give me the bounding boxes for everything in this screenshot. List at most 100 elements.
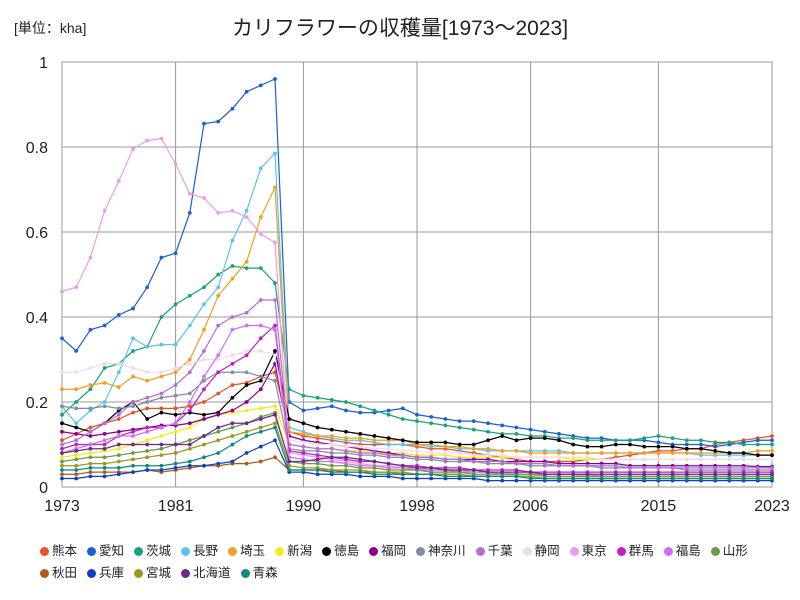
data-point xyxy=(500,448,505,453)
data-point xyxy=(216,451,221,455)
data-point xyxy=(116,442,121,447)
data-point xyxy=(230,421,235,426)
data-point xyxy=(173,442,178,447)
data-point xyxy=(770,465,774,470)
data-point xyxy=(74,400,79,404)
data-point xyxy=(713,444,718,449)
data-point xyxy=(60,476,64,481)
data-point xyxy=(159,434,164,438)
data-point xyxy=(116,370,121,375)
data-point xyxy=(88,387,93,392)
legend-item: 神奈川 xyxy=(416,540,466,562)
data-point xyxy=(344,436,348,441)
data-point xyxy=(202,302,206,307)
legend-swatch xyxy=(87,547,97,556)
data-point xyxy=(557,451,561,455)
data-point xyxy=(244,89,249,94)
data-point xyxy=(571,455,576,460)
data-point xyxy=(244,461,249,466)
data-point xyxy=(216,323,221,328)
data-point xyxy=(230,425,235,430)
data-point xyxy=(131,374,135,379)
data-point xyxy=(443,457,448,462)
data-point xyxy=(471,446,476,451)
data-point xyxy=(258,266,263,271)
data-point xyxy=(60,468,64,472)
data-point xyxy=(613,457,618,462)
data-point xyxy=(457,451,462,455)
data-point xyxy=(202,455,206,460)
data-point xyxy=(528,470,533,475)
legend-swatch xyxy=(40,569,49,578)
data-point xyxy=(116,179,121,183)
data-point xyxy=(329,397,334,402)
data-point xyxy=(173,302,178,307)
data-point xyxy=(159,446,164,451)
data-point xyxy=(386,472,391,477)
data-point xyxy=(74,442,79,447)
data-point xyxy=(116,459,121,464)
data-point xyxy=(599,463,604,468)
data-point xyxy=(258,298,263,302)
data-point xyxy=(145,429,150,434)
data-point xyxy=(145,442,150,447)
data-point xyxy=(443,440,448,445)
data-point xyxy=(755,472,760,477)
data-point xyxy=(684,438,689,443)
data-point xyxy=(713,472,718,477)
data-point xyxy=(145,395,150,400)
data-point xyxy=(287,468,292,472)
data-point xyxy=(457,425,462,430)
data-point xyxy=(60,463,64,468)
data-point xyxy=(642,436,647,441)
legend-item: 埼玉 xyxy=(228,540,265,562)
data-point xyxy=(684,451,689,455)
data-point xyxy=(599,476,604,481)
data-point xyxy=(770,442,774,447)
data-point xyxy=(244,310,249,315)
data-point xyxy=(202,374,206,379)
data-point xyxy=(684,472,689,477)
legend-label: 新潟 xyxy=(287,544,313,558)
data-point xyxy=(116,465,121,470)
data-point xyxy=(131,366,135,370)
legend-item: 熊本 xyxy=(40,540,77,562)
data-point xyxy=(656,444,661,449)
data-point xyxy=(486,421,490,426)
data-point xyxy=(116,446,121,451)
data-point xyxy=(656,440,661,445)
data-point xyxy=(145,400,150,404)
data-point xyxy=(400,442,405,447)
data-point xyxy=(471,419,476,424)
data-point xyxy=(344,455,348,460)
data-point xyxy=(74,370,79,375)
data-point xyxy=(258,215,263,220)
data-point xyxy=(358,436,363,441)
data-point xyxy=(514,438,519,443)
data-point xyxy=(287,417,292,421)
data-point xyxy=(457,419,462,424)
legend-item: 秋田 xyxy=(40,562,77,584)
data-point xyxy=(727,440,732,445)
data-point xyxy=(500,423,505,428)
data-point xyxy=(585,444,590,449)
data-point xyxy=(258,378,263,383)
data-point xyxy=(741,451,746,455)
data-point xyxy=(699,442,703,447)
data-point xyxy=(344,429,348,434)
data-point xyxy=(486,470,490,475)
data-point xyxy=(486,459,490,464)
data-point xyxy=(713,440,718,445)
legend-item: 静岡 xyxy=(522,540,560,562)
data-point xyxy=(386,461,391,466)
data-point xyxy=(202,442,206,447)
legend-item: 青森 xyxy=(240,562,278,584)
data-point xyxy=(173,251,178,256)
data-point xyxy=(187,361,192,366)
data-point xyxy=(301,431,306,436)
data-point xyxy=(244,215,249,220)
data-point xyxy=(557,472,561,477)
data-point xyxy=(202,412,206,417)
data-point xyxy=(88,327,93,332)
data-point xyxy=(358,404,363,409)
